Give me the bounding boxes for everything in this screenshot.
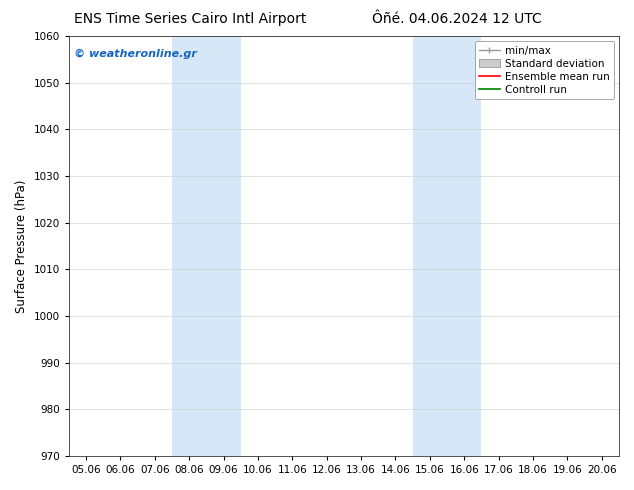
Bar	[413, 36, 481, 456]
Legend: min/max, Standard deviation, Ensemble mean run, Controll run: min/max, Standard deviation, Ensemble me…	[475, 41, 614, 99]
Y-axis label: Surface Pressure (hPa): Surface Pressure (hPa)	[15, 179, 28, 313]
Bar	[172, 36, 241, 456]
Text: ENS Time Series Cairo Intl Airport: ENS Time Series Cairo Intl Airport	[74, 12, 306, 26]
Text: Ôñé. 04.06.2024 12 UTC: Ôñé. 04.06.2024 12 UTC	[372, 12, 541, 26]
Text: © weatheronline.gr: © weatheronline.gr	[74, 49, 197, 59]
